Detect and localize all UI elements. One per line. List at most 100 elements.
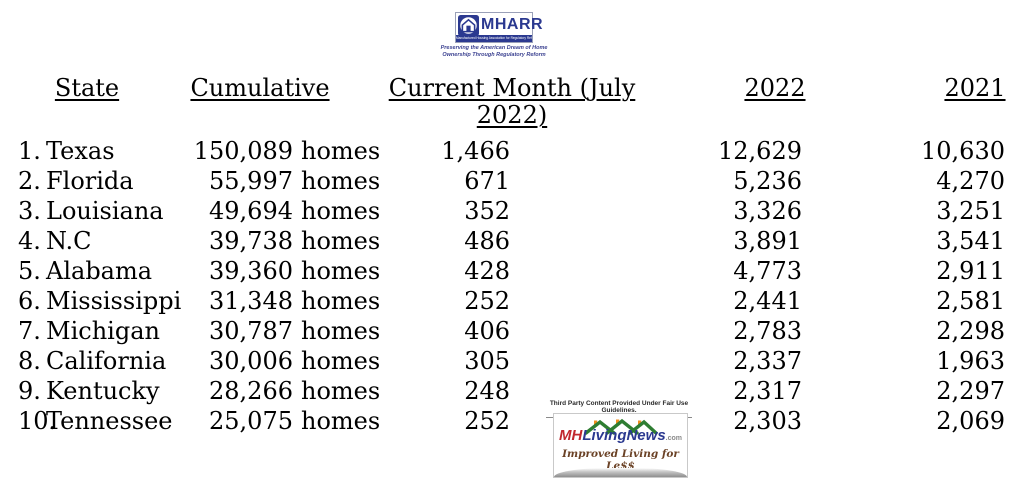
table-row: 8. California 30,006 homes 305 2,337 1,9… [0,346,1024,376]
state-name: Louisiana [46,197,164,225]
value-2021: 2,297 [936,377,1005,405]
table-row: 7. Michigan 30,787 homes 406 2,783 2,298 [0,316,1024,346]
cumulative-value: 150,089 [193,137,293,165]
table-row: 5. Alabama 39,360 homes 428 4,773 2,911 [0,256,1024,286]
current-month-value: 1,466 [441,137,510,165]
mhl-mh-text: MH [558,427,583,444]
state-rank: 1. [18,137,41,165]
current-month-value: 252 [464,407,510,435]
value-2022: 2,441 [733,287,802,315]
state-rank: 6. [18,287,41,315]
table-row: 9. Kentucky 28,266 homes 248 2,317 2,297 [0,376,1024,406]
value-2022: 2,783 [733,317,802,345]
value-2022: 5,236 [733,167,802,195]
mharr-logo: MHARR Manufactured Housing Association f… [441,12,547,58]
state-name: Alabama [46,257,153,285]
roofline-icon [583,418,658,435]
cumulative-value: 28,266 [209,377,293,405]
col-header-current-month: Current Month (July 2022) [388,74,636,129]
table-row: 2. Florida 55,997 homes 671 5,236 4,270 [0,166,1024,196]
state-rank: 3. [18,197,41,225]
current-month-value: 428 [464,257,510,285]
state-name: Tennessee [46,407,173,435]
value-2021: 2,911 [936,257,1005,285]
homes-suffix: homes [301,317,381,345]
homes-suffix: homes [301,257,381,285]
state-rank: 9. [18,377,41,405]
value-2021: 2,581 [936,287,1005,315]
cumulative-value: 25,075 [209,407,293,435]
homes-suffix: homes [301,227,381,255]
col-header-state: State [54,74,120,102]
mharr-tagline: Preserving the American Dream of Home Ow… [424,45,564,58]
col-header-2021: 2021 [944,74,1006,102]
value-2022: 3,891 [733,227,802,255]
state-rank: 7. [18,317,41,345]
mharr-org-name: Manufactured Housing Association for Reg… [456,35,532,42]
current-month-value: 671 [464,167,510,195]
mhl-com-text: .com [665,435,683,442]
current-month-value: 352 [464,197,510,225]
mhlivingnews-logo: MHLivingNews.com Improved Living for Le$… [553,413,688,478]
value-2021: 3,251 [936,197,1005,225]
state-name: Mississippi [46,287,182,315]
value-2022: 2,337 [733,347,802,375]
current-month-value: 305 [464,347,510,375]
state-rank: 4. [18,227,41,255]
cumulative-value: 49,694 [209,197,293,225]
current-month-value: 406 [464,317,510,345]
cumulative-value: 30,006 [209,347,293,375]
table-row: 6. Mississippi 31,348 homes 252 2,441 2,… [0,286,1024,316]
table-row: 1. Texas 150,089 homes 1,466 12,629 10,6… [0,136,1024,166]
col-header-2022: 2022 [744,74,806,102]
state-name: Florida [46,167,134,195]
homes-suffix: homes [301,287,381,315]
value-2021: 1,963 [936,347,1005,375]
mhl-shadow-swoosh [554,468,687,477]
state-name: Kentucky [46,377,160,405]
state-rank: 10. [18,407,57,435]
homes-suffix: homes [301,137,381,165]
homes-suffix: homes [301,197,381,225]
table-row: 10. Tennessee 25,075 homes 252 2,303 2,0… [0,406,1024,436]
state-name: California [46,347,167,375]
homes-suffix: homes [301,377,381,405]
value-2021: 2,298 [936,317,1005,345]
cumulative-value: 55,997 [209,167,293,195]
state-rank: 2. [18,167,41,195]
cumulative-value: 30,787 [209,317,293,345]
value-2021: 10,630 [921,137,1005,165]
current-month-value: 252 [464,287,510,315]
current-month-value: 486 [464,227,510,255]
cumulative-value: 39,738 [209,227,293,255]
cumulative-value: 31,348 [209,287,293,315]
table-row: 4. N.C 39,738 homes 486 3,891 3,541 [0,226,1024,256]
state-rank: 5. [18,257,41,285]
mharr-brand-text: MHARR [481,16,544,33]
value-2022: 3,326 [733,197,802,225]
col-header-cumulative: Cumulative [190,74,330,102]
homes-suffix: homes [301,347,381,375]
mharr-tagline-line2: Ownership Through Regulatory Reform [442,51,546,58]
homes-suffix: homes [301,407,381,435]
state-name: Michigan [46,317,160,345]
table-row: 3. Louisiana 49,694 homes 352 3,326 3,25… [0,196,1024,226]
state-name: N.C [46,227,92,255]
state-rank: 8. [18,347,41,375]
value-2022: 2,303 [733,407,802,435]
value-2021: 4,270 [936,167,1005,195]
cumulative-value: 39,360 [209,257,293,285]
homes-suffix: homes [301,167,381,195]
current-month-value: 248 [464,377,510,405]
mharr-tagline-line1: Preserving the American Dream of Home [440,45,548,51]
state-table-body: 1. Texas 150,089 homes 1,466 12,629 10,6… [0,136,1024,436]
state-name: Texas [46,137,115,165]
value-2022: 12,629 [718,137,802,165]
mharr-house-icon [458,15,479,40]
mhlivingnews-wordmark: MHLivingNews.com [554,428,687,447]
mharr-logo-box: MHARR Manufactured Housing Association f… [455,12,543,43]
value-2022: 2,317 [733,377,802,405]
mhl-livingnews-text: LivingNews [582,427,666,444]
value-2021: 2,069 [936,407,1005,435]
